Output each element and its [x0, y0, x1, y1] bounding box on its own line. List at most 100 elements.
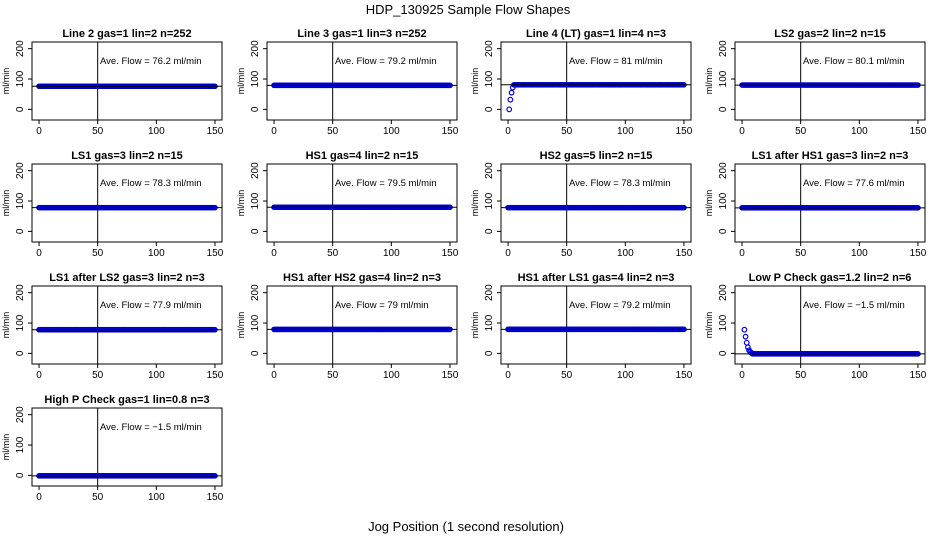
y-tick-label: 0: [15, 472, 26, 478]
y-tick-label: 200: [15, 162, 26, 179]
panel-title: LS2 gas=2 lin=2 n=15: [774, 28, 886, 40]
y-axis-label: ml/min: [1, 68, 11, 95]
x-tick-label: 100: [383, 126, 400, 137]
y-tick-label: 0: [15, 228, 26, 234]
average-flow-annotation: Ave. Flow = 77.9 ml/min: [100, 300, 201, 311]
panel-5: LS1 gas=3 lin=2 n=15 Ave. Flow = 78.3 ml/…: [1, 150, 224, 259]
y-tick-label: 200: [15, 406, 26, 423]
panels-group: Line 2 gas=1 lin=2 n=252 Ave. Flow = 76.2…: [1, 28, 927, 503]
x-tick-label: 50: [327, 370, 339, 381]
x-tick-label: 0: [505, 126, 511, 137]
figure-title: HDP_130925 Sample Flow Shapes: [366, 2, 571, 17]
plot-frame: [266, 41, 458, 121]
panel-title: High P Check gas=1 lin=0.8 n=3: [44, 394, 209, 406]
average-flow-annotation: Ave. Flow = 79.2 ml/min: [569, 300, 670, 311]
x-tick-label: 100: [148, 370, 165, 381]
average-flow-annotation: Ave. Flow = 80.1 ml/min: [803, 56, 904, 67]
panel-title: HS1 after HS2 gas=4 lin=2 n=3: [283, 272, 441, 284]
x-tick-label: 100: [148, 492, 165, 503]
x-tick-label: 150: [207, 370, 224, 381]
average-flow-annotation: Ave. Flow = 81 ml/min: [569, 56, 663, 67]
panel-title: HS1 gas=4 lin=2 n=15: [306, 150, 419, 162]
y-tick-label: 200: [250, 40, 261, 57]
y-axis-label: ml/min: [1, 190, 11, 217]
average-flow-annotation: Ave. Flow = −1.5 ml/min: [100, 422, 202, 433]
y-tick-label: 0: [718, 350, 729, 356]
x-tick-label: 150: [207, 126, 224, 137]
x-tick-label: 150: [442, 370, 459, 381]
figure-x-axis-label: Jog Position (1 second resolution): [368, 519, 564, 534]
plot-frame: [734, 41, 926, 121]
plot-frame: [500, 285, 692, 365]
panel-title: LS1 gas=3 lin=2 n=15: [71, 150, 183, 162]
panel-2: Line 3 gas=1 lin=3 n=252 Ave. Flow = 79.2…: [236, 28, 459, 137]
x-tick-label: 150: [442, 126, 459, 137]
panel-3: Line 4 (LT) gas=1 lin=4 n=3 Ave. Flow = 8…: [470, 28, 693, 137]
panel-12: Low P Check gas=1.2 lin=2 n=6 Ave. Flow =…: [704, 272, 927, 381]
x-tick-label: 0: [36, 126, 42, 137]
y-axis-label: ml/min: [1, 312, 11, 339]
y-tick-label: 0: [250, 350, 261, 356]
y-axis-label: ml/min: [470, 68, 480, 95]
y-axis-label: ml/min: [1, 434, 11, 461]
x-tick-label: 150: [207, 492, 224, 503]
x-tick-label: 50: [795, 248, 807, 259]
y-tick-label: 100: [718, 70, 729, 87]
y-tick-label: 200: [15, 284, 26, 301]
y-tick-label: 0: [15, 106, 26, 112]
x-tick-label: 50: [561, 248, 573, 259]
x-tick-label: 100: [617, 126, 634, 137]
x-tick-label: 100: [617, 248, 634, 259]
x-tick-label: 0: [271, 370, 277, 381]
plot-frame: [266, 163, 458, 243]
panel-title: HS2 gas=5 lin=2 n=15: [540, 150, 653, 162]
plot-frame: [734, 163, 926, 243]
y-tick-label: 200: [484, 284, 495, 301]
x-tick-label: 150: [676, 370, 693, 381]
data-points: [506, 81, 687, 113]
panel-title: LS1 after LS2 gas=3 lin=2 n=3: [49, 272, 205, 284]
plot-frame: [500, 41, 692, 121]
panel-title: HS1 after LS1 gas=4 lin=2 n=3: [518, 272, 675, 284]
x-tick-label: 0: [36, 492, 42, 503]
y-axis-label: ml/min: [236, 190, 246, 217]
plot-frame: [31, 163, 223, 243]
y-axis-label: ml/min: [704, 68, 714, 95]
y-tick-label: 100: [15, 70, 26, 87]
y-tick-label: 0: [484, 228, 495, 234]
plot-frame: [31, 285, 223, 365]
data-point: [506, 106, 513, 113]
x-tick-label: 50: [795, 370, 807, 381]
panel-13: High P Check gas=1 lin=0.8 n=3 Ave. Flow …: [1, 394, 224, 503]
y-axis-label: ml/min: [470, 190, 480, 217]
panel-title: Line 3 gas=1 lin=3 n=252: [297, 28, 426, 40]
y-tick-label: 200: [484, 40, 495, 57]
x-tick-label: 0: [505, 370, 511, 381]
y-tick-label: 0: [15, 350, 26, 356]
plot-frame: [266, 285, 458, 365]
y-tick-label: 0: [250, 228, 261, 234]
x-tick-label: 50: [561, 126, 573, 137]
x-tick-label: 100: [148, 248, 165, 259]
x-tick-label: 0: [36, 248, 42, 259]
x-tick-label: 0: [739, 248, 745, 259]
x-tick-label: 150: [207, 248, 224, 259]
data-point: [743, 339, 750, 346]
y-tick-label: 100: [15, 436, 26, 453]
x-tick-label: 100: [383, 370, 400, 381]
x-tick-label: 0: [739, 370, 745, 381]
data-points: [741, 326, 921, 357]
y-tick-label: 100: [484, 314, 495, 331]
x-tick-label: 0: [36, 370, 42, 381]
x-tick-label: 100: [851, 370, 868, 381]
x-tick-label: 50: [92, 492, 104, 503]
y-tick-label: 200: [250, 284, 261, 301]
y-tick-label: 200: [250, 162, 261, 179]
panel-4: LS2 gas=2 lin=2 n=15 Ave. Flow = 80.1 ml/…: [704, 28, 927, 137]
average-flow-annotation: Ave. Flow = 77.6 ml/min: [803, 178, 904, 189]
average-flow-annotation: Ave. Flow = 76.2 ml/min: [100, 56, 201, 67]
y-tick-label: 100: [718, 192, 729, 209]
y-tick-label: 0: [484, 106, 495, 112]
panel-6: HS1 gas=4 lin=2 n=15 Ave. Flow = 79.5 ml/…: [236, 150, 459, 259]
x-tick-label: 50: [561, 370, 573, 381]
